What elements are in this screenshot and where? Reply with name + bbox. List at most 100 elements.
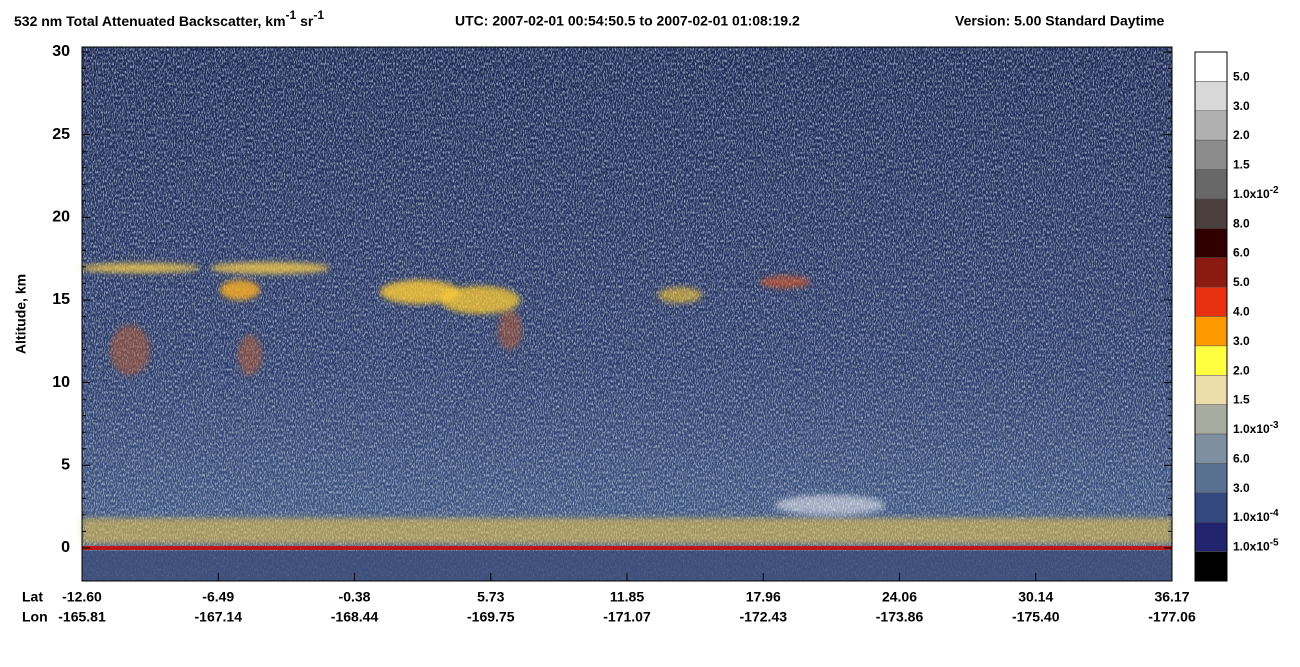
cirrus (80, 263, 200, 273)
lon-label: -173.86 (876, 609, 924, 625)
colorbar-swatch (1194, 228, 1228, 258)
colorbar-swatch (1194, 286, 1228, 317)
time-range: UTC: 2007-02-01 00:54:50.5 to 2007-02-01… (455, 13, 800, 29)
boundary-layer (82, 518, 1172, 544)
colorbar-label-text: 1.5 (1233, 393, 1250, 407)
colorbar-label-exp: -4 (1270, 508, 1279, 519)
y-tick-label: 20 (52, 209, 70, 226)
colorbar-swatch (1194, 51, 1228, 82)
colorbar-label-exp: -2 (1270, 185, 1279, 196)
colorbar-label-text: 1.0x10 (1233, 540, 1270, 554)
y-tick-label: 10 (52, 374, 70, 391)
colorbar-label-text: 2.0 (1233, 128, 1250, 142)
colorbar-label: 3.0 (1233, 481, 1250, 495)
colorbar-swatch (1194, 375, 1228, 405)
colorbar-label: 2.0 (1233, 128, 1250, 142)
cirrus (210, 262, 330, 274)
colorbar-label: 1.0x10-4 (1233, 508, 1279, 525)
colorbar-label-text: 6.0 (1233, 246, 1250, 260)
colorbar-swatch (1194, 81, 1228, 112)
colorbar-swatch (1194, 463, 1228, 494)
colorbar-swatch (1194, 257, 1228, 288)
colorbar-label: 6.0 (1233, 452, 1250, 466)
colorbar-label: 2.0 (1233, 363, 1250, 377)
lat-label: -0.38 (339, 589, 371, 605)
cirrus (380, 280, 460, 304)
low-cloud (775, 495, 885, 515)
lon-label: -171.07 (603, 609, 651, 625)
lon-label: -168.44 (331, 609, 379, 625)
colorbar-swatch (1194, 169, 1228, 200)
lat-label: 17.96 (746, 589, 781, 605)
colorbar-label-text: 3.0 (1233, 334, 1250, 348)
colorbar-label: 5.0 (1233, 70, 1250, 84)
colorbar-label-text: 5.0 (1233, 70, 1250, 84)
lat-label: 5.73 (477, 589, 504, 605)
lon-label: -169.75 (467, 609, 515, 625)
title-sup: -1 (286, 8, 297, 22)
colorbar-swatch (1194, 521, 1228, 552)
colorbar-label-text: 5.0 (1233, 275, 1250, 289)
colorbar-label-text: 1.0x10 (1233, 422, 1270, 436)
colorbar-label-exp: -5 (1270, 537, 1279, 548)
title-sup: -1 (313, 8, 324, 22)
colorbar-label: 1.5 (1233, 158, 1250, 172)
colorbar-swatch (1194, 551, 1228, 582)
colorbar-label: 3.0 (1233, 99, 1250, 113)
colorbar-frame (1194, 51, 1228, 582)
colorbar-label: 1.0x10-5 (1233, 537, 1279, 554)
colorbar-swatch (1194, 316, 1228, 347)
colorbar-label: 1.0x10-3 (1233, 420, 1279, 437)
y-tick-label: 5 (61, 457, 70, 474)
colorbar-swatch (1194, 492, 1228, 523)
colorbar-label: 3.0 (1233, 334, 1250, 348)
colorbar-label-text: 3.0 (1233, 481, 1250, 495)
y-tick-label: 25 (52, 126, 70, 143)
cloud (238, 335, 262, 375)
colorbar-label: 8.0 (1233, 217, 1250, 231)
colorbar-label-text: 1.5 (1233, 158, 1250, 172)
colorbar-label-text: 8.0 (1233, 217, 1250, 231)
colorbar-label: 4.0 (1233, 305, 1250, 319)
lat-label: 11.85 (610, 589, 644, 605)
lon-name: Lon (22, 609, 48, 625)
colorbar-swatch (1194, 404, 1228, 435)
title-text: sr (296, 13, 314, 29)
cloud (498, 310, 522, 350)
colorbar-label-text: 4.0 (1233, 305, 1250, 319)
version: Version: 5.00 Standard Daytime (955, 13, 1165, 29)
lat-label: -6.49 (202, 589, 234, 605)
cirrus (440, 286, 520, 314)
lat-label: 36.17 (1154, 589, 1189, 605)
colorbar-label-text: 2.0 (1233, 363, 1250, 377)
colorbar-swatch (1194, 433, 1228, 464)
colorbar-swatch (1194, 110, 1228, 141)
cloud-features (80, 262, 1172, 544)
y-tick-label: 15 (52, 291, 70, 308)
colorbar-label-text: 3.0 (1233, 99, 1250, 113)
cirrus (220, 280, 260, 300)
cloud (110, 325, 150, 375)
title-text: 532 nm Total Attenuated Backscatter, km (14, 13, 286, 29)
lat-label: 30.14 (1018, 589, 1053, 605)
y-axis-label: Altitude, km (13, 274, 29, 354)
y-tick-label: 30 (52, 43, 70, 60)
surface-return (82, 546, 1172, 550)
cirrus (760, 276, 810, 288)
colorbar-swatch (1194, 345, 1228, 376)
cirrus (658, 287, 702, 303)
colorbar-label-text: 1.0x10 (1233, 187, 1270, 201)
noise-texture (82, 47, 1172, 581)
lat-label: 24.06 (882, 589, 917, 605)
colorbar-label: 6.0 (1233, 246, 1250, 260)
lat-name: Lat (22, 589, 43, 605)
colorbar-label: 1.5 (1233, 393, 1250, 407)
colorbar-label-exp: -3 (1270, 420, 1279, 431)
chart-title: 532 nm Total Attenuated Backscatter, km-… (14, 8, 324, 29)
colorbar-label: 5.0 (1233, 275, 1250, 289)
colorbar-label: 1.0x10-2 (1233, 185, 1279, 202)
lon-label: -177.06 (1148, 609, 1196, 625)
plot-area (80, 46, 1173, 582)
lon-label: -172.43 (740, 609, 788, 625)
